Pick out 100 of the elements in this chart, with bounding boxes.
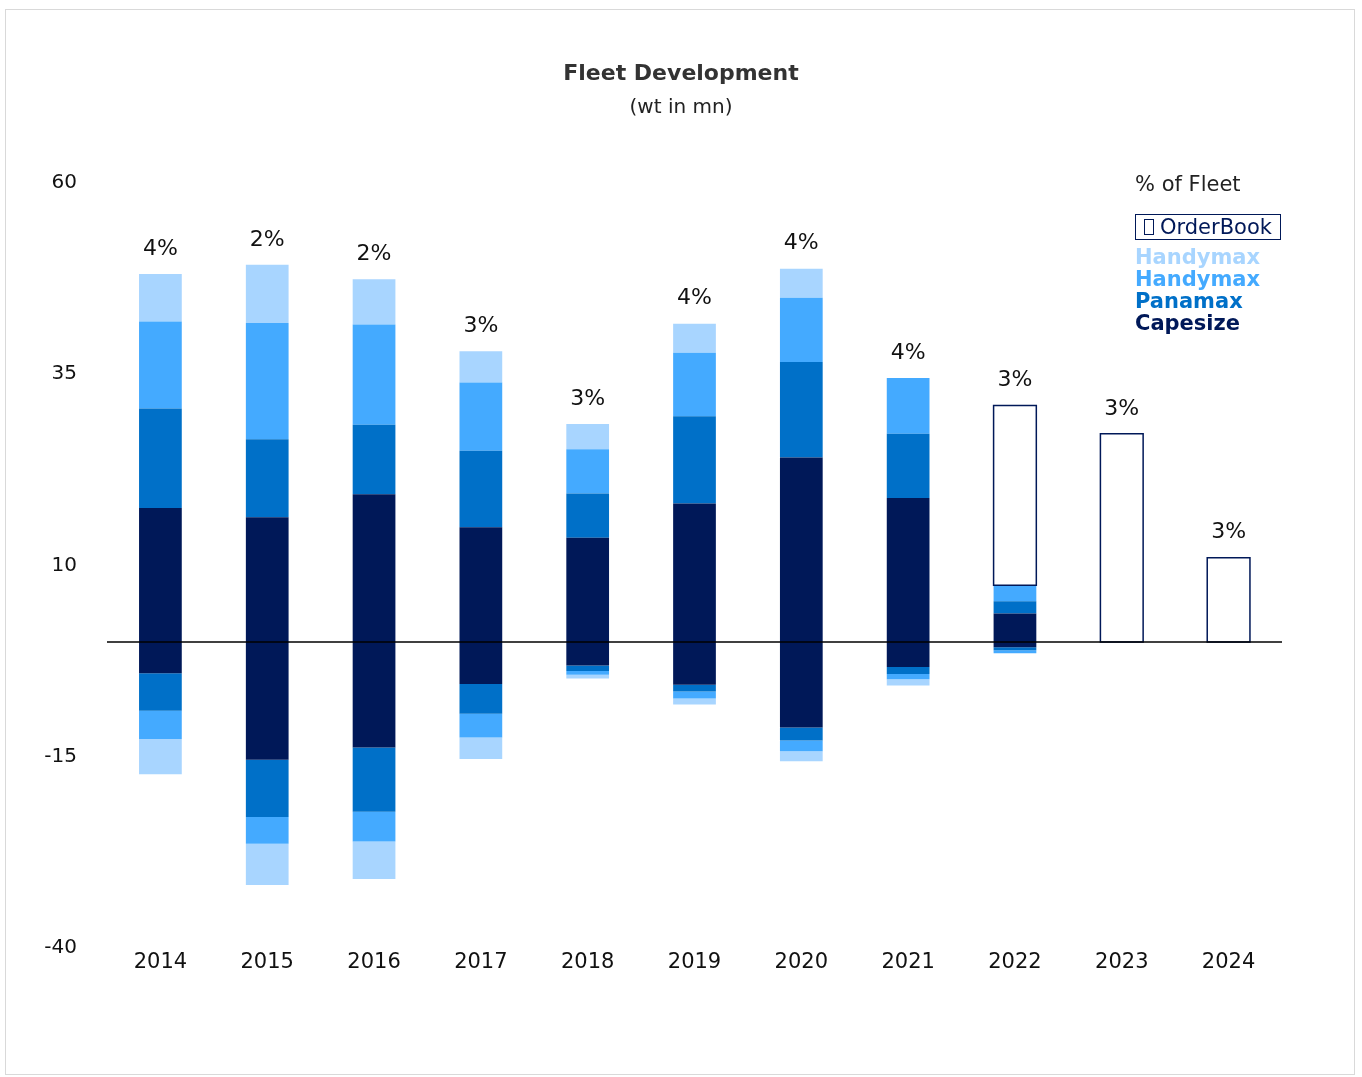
bar (245, 641, 289, 760)
x-tick-label: 2022 (988, 948, 1042, 973)
bar (673, 352, 716, 417)
y-tick-label: 35 (51, 360, 77, 385)
bar (139, 673, 182, 711)
x-tick-label: 2015 (240, 948, 294, 973)
x-tick-label: 2024 (1201, 948, 1256, 973)
x-tick-label: 2017 (454, 948, 508, 973)
bar (566, 665, 610, 671)
bar (245, 759, 289, 818)
bar (1099, 433, 1144, 643)
annotation: 4% (677, 284, 712, 310)
bar (779, 751, 823, 762)
bar (566, 493, 610, 538)
bar (352, 641, 396, 748)
annotation: 3% (570, 384, 606, 410)
bar (886, 674, 930, 680)
annotation: 3% (463, 311, 499, 337)
bar (245, 843, 289, 886)
bar (566, 537, 610, 642)
bar (352, 811, 396, 842)
x-tick-label: 2018 (560, 948, 615, 973)
x-tick-label: 2021 (881, 948, 935, 973)
bar (993, 613, 1037, 642)
annotation: 3% (997, 366, 1033, 392)
text: Handymax (1135, 267, 1261, 291)
bar (993, 585, 1037, 602)
bar (673, 698, 716, 705)
bar (139, 274, 182, 322)
bar (245, 439, 289, 518)
bar (779, 268, 823, 298)
x-tick-label: 2016 (347, 948, 401, 973)
bar (459, 351, 503, 383)
text: Panamax (1135, 289, 1243, 313)
bar (566, 423, 610, 450)
annotation: 3% (1211, 518, 1247, 544)
bar (352, 424, 396, 495)
x-tick-label: 2020 (774, 948, 829, 973)
bar (245, 264, 289, 323)
bar (886, 641, 930, 668)
bar (459, 641, 503, 684)
bar (459, 450, 503, 528)
bar (566, 670, 610, 675)
bar (352, 279, 396, 325)
annotation: 4% (783, 229, 819, 255)
text: Handymax (1135, 245, 1261, 269)
bar (139, 408, 182, 509)
y-tick-label: 60 (51, 169, 77, 194)
bar (459, 382, 503, 451)
bar (459, 683, 503, 714)
bar (779, 740, 823, 752)
bar (673, 323, 716, 353)
x-tick-label: 2014 (133, 948, 188, 973)
y-tick-label: -15 (44, 742, 77, 767)
bar (673, 416, 716, 504)
bar (886, 679, 930, 686)
bar (886, 433, 930, 499)
chart-title: Fleet Development (562, 60, 800, 85)
annotation: 2% (356, 240, 392, 266)
bar (459, 713, 503, 738)
y-tick-label: 10 (51, 551, 77, 576)
bar (779, 361, 823, 458)
chart-subtitle: (wt in mn) (628, 94, 734, 118)
bar (459, 527, 503, 642)
bar (993, 601, 1037, 614)
bar (673, 503, 716, 642)
bar (245, 817, 289, 844)
bar (352, 324, 396, 425)
x-tick-label: 2019 (667, 948, 722, 973)
bar (992, 404, 1038, 587)
legend-label: OrderBook (1135, 214, 1281, 240)
annotation: 3% (1104, 394, 1140, 420)
bar (139, 321, 182, 409)
y-tick-label: -40 (44, 934, 77, 958)
annotation: 4% (890, 338, 926, 364)
x-tick-label: 2023 (1095, 948, 1149, 973)
bar (779, 457, 823, 642)
bar (566, 674, 610, 679)
bar (139, 710, 182, 740)
bar (566, 641, 610, 666)
bar (245, 517, 289, 642)
bar (673, 641, 716, 685)
bar (886, 667, 930, 674)
bar (886, 498, 930, 642)
bar (886, 378, 930, 434)
bar (779, 641, 823, 728)
bar (139, 739, 182, 775)
bar (779, 727, 823, 741)
annotation: 4% (142, 234, 178, 260)
bar (673, 684, 716, 692)
bar (139, 641, 182, 674)
legend-title: % of Fleet (1135, 172, 1242, 196)
text: Capesize (1135, 311, 1241, 335)
bar (352, 841, 396, 879)
bar (352, 747, 396, 812)
bar (245, 322, 289, 440)
bar (566, 449, 610, 494)
bar (459, 737, 503, 759)
bar (352, 494, 396, 642)
bar (779, 297, 823, 362)
